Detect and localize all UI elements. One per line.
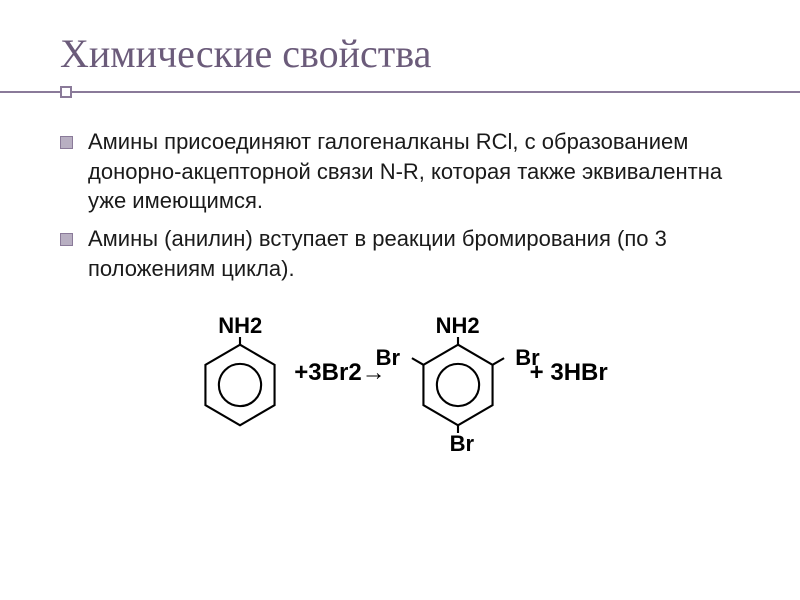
product-tribromoaniline: NH2 Br Br Br bbox=[410, 313, 506, 433]
br-label: Br bbox=[515, 345, 539, 371]
slide-title: Химические свойства bbox=[50, 30, 750, 77]
byproduct-3hbr: + 3HBr bbox=[530, 359, 608, 387]
list-item: Амины присоединяют галогеналканы RCl, с … bbox=[60, 127, 750, 216]
title-divider bbox=[50, 85, 750, 99]
br-label: Br bbox=[450, 431, 474, 457]
benzene-ring-icon bbox=[192, 337, 288, 433]
br-label: Br bbox=[376, 345, 400, 371]
nh2-label: NH2 bbox=[436, 313, 480, 339]
bullet-list: Амины присоединяют галогеналканы RCl, с … bbox=[50, 127, 750, 283]
nh2-label: NH2 bbox=[218, 313, 262, 339]
reagent-3br2: +3Br2→ bbox=[294, 359, 385, 387]
reaction-scheme: NH2 +3Br2→ NH2 bbox=[50, 313, 750, 433]
reactant-aniline: NH2 bbox=[192, 313, 288, 433]
benzene-ring-icon: Br Br Br bbox=[410, 337, 506, 433]
list-item: Амины (анилин) вступает в реакции бромир… bbox=[60, 224, 750, 283]
